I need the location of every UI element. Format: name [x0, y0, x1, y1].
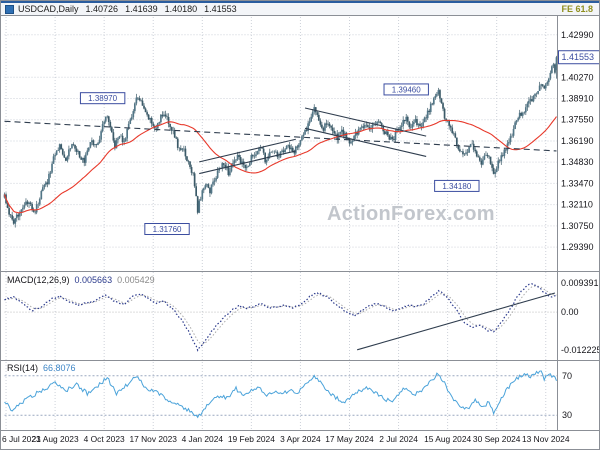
macd-label: MACD(12,26,9) 0.005663 0.005429 [7, 275, 155, 285]
rsi-value: 66.8076 [43, 363, 76, 373]
macd-trendline[interactable] [357, 292, 556, 351]
price-marker[interactable]: 1.39460 [383, 83, 429, 96]
current-price-text: 1.41553 [562, 52, 595, 62]
date-label: 15 Aug 2024 [424, 434, 471, 444]
fib-extension-label[interactable]: FE 61.8 [561, 4, 593, 14]
date-label: 17 May 2024 [325, 434, 374, 444]
date-label: 4 Jan 2024 [182, 434, 224, 444]
open-value: 1.40726 [85, 4, 119, 14]
current-price-badge: 1.41553 [558, 50, 599, 65]
price-marker-text: 1.31760 [153, 225, 182, 234]
moving-average-line [3, 116, 557, 214]
symbol-title: USDCAD,Daily [18, 4, 79, 14]
channel-line[interactable] [199, 150, 296, 175]
date-label: 17 Nov 2023 [129, 434, 177, 444]
macd-axis-label: -0.012225 [561, 345, 600, 355]
macd-axis-label: 0.00 [561, 307, 579, 317]
price-axis-label: 1.42990 [561, 30, 594, 40]
macd-signal-line [4, 285, 557, 345]
price-axis-label: 1.40270 [561, 72, 594, 82]
axis-labels: 70 30 1.42990 1.40270 1.38910 1.37550 1.36190 1… [2, 30, 600, 444]
price-axis-label: 1.38910 [561, 93, 594, 103]
rsi-label: RSI(14) 66.8076 [7, 363, 76, 373]
price-marker-text: 1.39460 [392, 85, 421, 94]
gridlines [4, 17, 557, 430]
high-value: 1.41639 [125, 4, 158, 14]
price-axis-label: 1.34830 [561, 157, 594, 167]
channel-line[interactable] [199, 138, 296, 163]
low-value: 1.40180 [164, 4, 198, 14]
price-marker-text: 1.38970 [88, 94, 117, 103]
rsi-axis-label: 70 [562, 371, 572, 381]
price-axis-label: 1.37550 [561, 115, 594, 125]
date-label: 4 Oct 2023 [84, 434, 125, 444]
price-axis-label: 1.29390 [561, 242, 594, 252]
price-marker[interactable]: 1.38970 [79, 92, 126, 105]
chart-titlebar: USDCAD,Daily 1.40726 1.41639 1.40180 1.4… [1, 1, 599, 16]
close-value: 1.41553 [204, 4, 237, 14]
channel-line[interactable] [304, 127, 427, 157]
macd-signal-value: 0.005429 [117, 275, 155, 285]
date-label: 19 Feb 2024 [228, 434, 275, 444]
candles [3, 55, 558, 228]
date-label: 3 Apr 2024 [280, 434, 321, 444]
date-label: 2 Jul 2024 [379, 434, 418, 444]
date-label: 6 Jul 2023 [2, 434, 41, 444]
macd-name: MACD(12,26,9) [7, 275, 70, 285]
date-label: 30 Sep 2024 [473, 434, 521, 444]
chart-icon[interactable] [5, 4, 14, 14]
macd-main-value: 0.005663 [74, 275, 113, 285]
dashed-trendline[interactable] [4, 120, 557, 152]
price-axis-label: 1.36190 [561, 136, 594, 146]
macd-main-line [4, 283, 557, 352]
watermark: ActionForex.com [327, 203, 495, 225]
rsi-line [4, 370, 557, 419]
price-axis-label: 1.32110 [561, 200, 593, 210]
channel-line[interactable] [304, 107, 427, 137]
price-marker-text: 1.34180 [442, 182, 471, 191]
price-axis-label: 1.30750 [561, 221, 594, 231]
price-marker[interactable]: 1.34180 [434, 179, 480, 192]
rsi-axis-label: 30 [562, 410, 572, 420]
macd-axis-label: 0.009391 [561, 278, 599, 288]
date-label: 13 Nov 2024 [522, 434, 570, 444]
price-axis-label: 1.33470 [561, 178, 594, 188]
price-marker[interactable]: 1.31760 [144, 223, 190, 236]
date-label: 21 Aug 2023 [32, 434, 79, 444]
rsi-name: RSI(14) [7, 363, 39, 373]
